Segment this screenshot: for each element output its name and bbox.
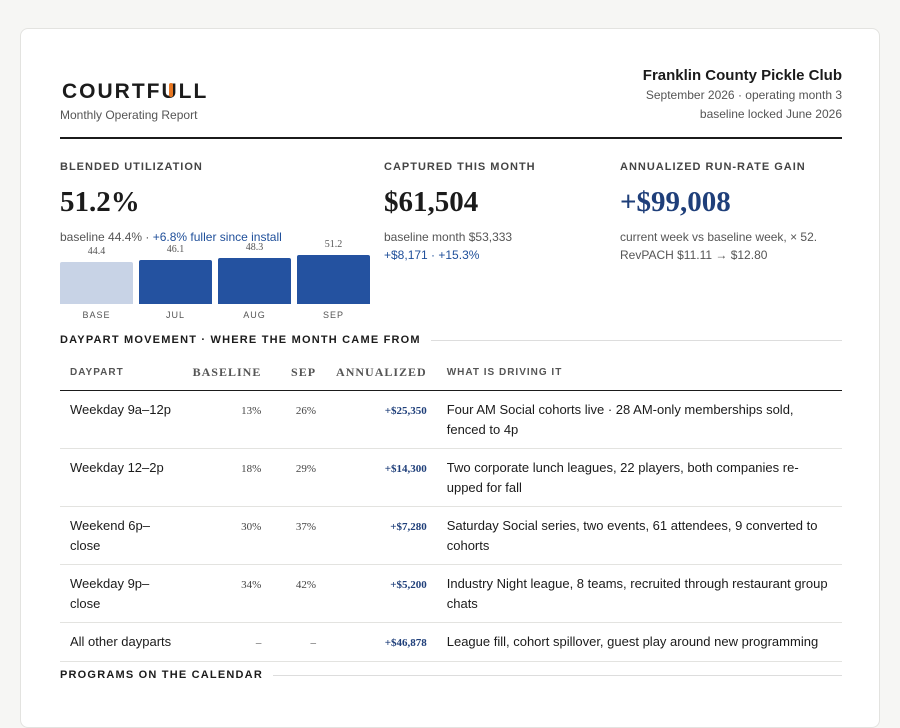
- driver-text: Industry Night league, 8 teams, recruite…: [436, 564, 842, 623]
- table-row: Weekend 6p–close 30% 37% +$7,280 Saturda…: [60, 506, 842, 565]
- driver-text: League fill, cohort spillover, guest pla…: [436, 622, 842, 662]
- table-row: Weekday 12–2p 18% 29% +$14,300 Two corpo…: [60, 448, 842, 507]
- sep-pct: 29%: [271, 448, 327, 507]
- utilization-bar-sep: [297, 254, 370, 304]
- utilization-delta: +6.8% fuller since install: [152, 230, 282, 244]
- daypart-name: Weekday 9a–12p: [60, 390, 183, 449]
- section-rule: [272, 674, 842, 676]
- col-baseline: BASELINE: [182, 356, 272, 391]
- section-daypart-movement: DAYPART MOVEMENT · WHERE THE MONTH CAME …: [60, 334, 842, 346]
- baseline-pct: 34%: [182, 564, 272, 623]
- kpi-utilization: BLENDED UTILIZATION 51.2% baseline 44.4%…: [60, 161, 282, 246]
- daypart-name: Weekday 12–2p: [60, 448, 183, 507]
- kpi-value: 51.2%: [60, 186, 140, 218]
- bar-category-label: AUG: [243, 310, 266, 320]
- club-info: Franklin County Pickle Club September 20…: [643, 66, 842, 124]
- bar-value-label: 48.3: [245, 241, 264, 253]
- baseline-note: baseline locked June 2026: [699, 107, 842, 121]
- kpi-label: CAPTURED THIS MONTH: [384, 161, 536, 173]
- section-title: PROGRAMS ON THE CALENDAR: [60, 669, 263, 681]
- daypart-table: DAYPART BASELINE SEP ANNUALIZED WHAT IS …: [60, 356, 842, 662]
- paddle-icon: [168, 83, 173, 97]
- annualized-gain: +$14,300: [326, 448, 437, 507]
- bar-value-label: 46.1: [166, 244, 185, 256]
- col-annualized: ANNUALIZED: [326, 356, 437, 391]
- kpi-captured: CAPTURED THIS MONTH $61,504 baseline mon…: [384, 161, 536, 264]
- sep-pct: 26%: [271, 390, 327, 449]
- kpi-sub: baseline month $53,333 +$8,171 · +15.3%: [384, 228, 536, 264]
- baseline-pct: –: [182, 622, 272, 662]
- bar-category-label: SEP: [322, 310, 344, 320]
- revpach-change: RevPACH $11.11 → $12.80: [620, 248, 768, 262]
- utilization-bar-chart: 44.4 BASE 46.1 JUL 48.3 AUG 51.2 SEP: [60, 239, 372, 324]
- col-daypart: DAYPART: [60, 356, 183, 391]
- col-driver: WHAT IS DRIVING IT: [436, 356, 842, 391]
- baseline-pct: 13%: [182, 390, 272, 449]
- daypart-name: Weekend 6p–close: [60, 506, 183, 565]
- annualized-gain: +$7,280: [326, 506, 437, 565]
- bar-category-label: JUL: [165, 310, 185, 320]
- utilization-bar-base: [60, 262, 133, 304]
- col-sep: SEP: [271, 356, 327, 391]
- club-name: Franklin County Pickle Club: [642, 67, 842, 84]
- courtfull-logo: COURTFULL: [62, 80, 209, 103]
- header-rule: [60, 137, 842, 139]
- kpi-sub: current week vs baseline week, × 52. Rev…: [620, 228, 817, 264]
- sep-pct: 42%: [271, 564, 327, 623]
- kpi-label: BLENDED UTILIZATION: [60, 161, 203, 173]
- captured-delta: +$8,171 · +15.3%: [384, 248, 480, 262]
- section-title: DAYPART MOVEMENT · WHERE THE MONTH CAME …: [60, 334, 421, 346]
- table-row: All other dayparts – – +$46,878 League f…: [60, 622, 842, 662]
- table-row: Weekday 9a–12p 13% 26% +$25,350 Four AM …: [60, 390, 842, 449]
- kpi-label: ANNUALIZED RUN-RATE GAIN: [620, 161, 806, 173]
- bar-value-label: 44.4: [87, 246, 106, 257]
- annualized-gain: +$5,200: [326, 564, 437, 623]
- daypart-name: All other dayparts: [60, 622, 183, 662]
- section-rule: [430, 339, 842, 341]
- table-row: Weekday 9p–close 34% 42% +$5,200 Industr…: [60, 564, 842, 623]
- report-period: September 2026 · operating month 3: [645, 88, 842, 102]
- daypart-name: Weekday 9p–close: [60, 564, 183, 623]
- runrate-method: current week vs baseline week, × 52.: [620, 230, 818, 244]
- section-programs: PROGRAMS ON THE CALENDAR: [60, 669, 842, 681]
- utilization-bar-aug: [218, 257, 291, 304]
- report-header: COURTFULL Monthly Operating Report Frank…: [60, 67, 842, 139]
- table-header-row: DAYPART BASELINE SEP ANNUALIZED WHAT IS …: [60, 356, 842, 391]
- driver-text: Saturday Social series, two events, 61 a…: [436, 506, 842, 565]
- captured-baseline: baseline month $53,333: [384, 230, 513, 244]
- kpi-sub: baseline 44.4% · +6.8% fuller since inst…: [60, 230, 282, 244]
- annualized-gain: +$46,878: [326, 622, 437, 662]
- utilization-bar-jul: [139, 260, 212, 304]
- logo-u-mark: U: [162, 81, 179, 102]
- report-card: COURTFULL Monthly Operating Report Frank…: [20, 28, 880, 728]
- annualized-gain: +$25,350: [326, 390, 437, 449]
- sep-pct: –: [271, 622, 327, 662]
- report-type: Monthly Operating Report: [60, 108, 198, 122]
- bar-category-label: BASE: [82, 310, 111, 320]
- kpi-value: +$99,008: [620, 186, 731, 218]
- baseline-pct: 30%: [182, 506, 272, 565]
- baseline-pct: 18%: [182, 448, 272, 507]
- driver-text: Four AM Social cohorts live · 28 AM-only…: [436, 390, 842, 449]
- sep-pct: 37%: [271, 506, 327, 565]
- kpi-runrate: ANNUALIZED RUN-RATE GAIN +$99,008 curren…: [620, 161, 817, 264]
- driver-text: Two corporate lunch leagues, 22 players,…: [436, 448, 842, 507]
- bar-value-label: 51.2: [324, 238, 343, 250]
- kpi-value: $61,504: [384, 186, 479, 218]
